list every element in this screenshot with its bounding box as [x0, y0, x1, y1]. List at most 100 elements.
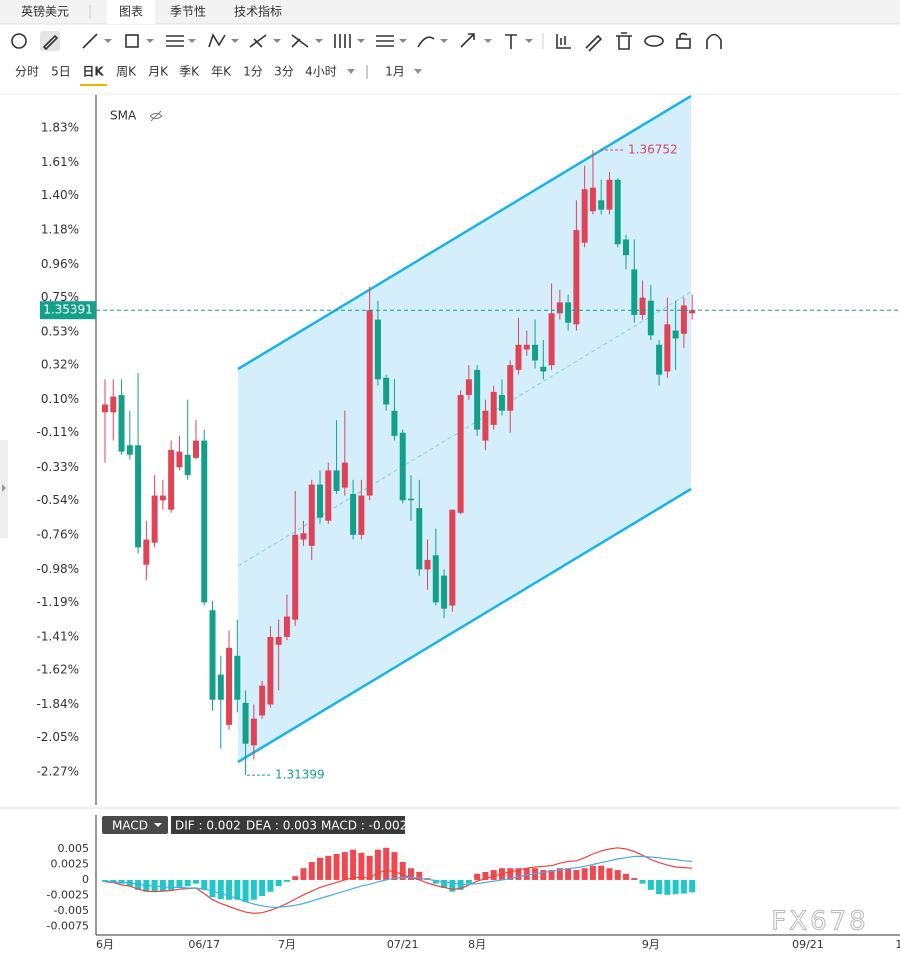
macd-bar — [606, 868, 613, 880]
y-tick-label: 0 — [82, 873, 89, 886]
macd-bar — [159, 879, 166, 892]
last-price-box — [40, 301, 96, 320]
tool-icon[interactable] — [679, 32, 688, 40]
indicator-legend: DIF : 0.002 — [175, 819, 241, 833]
candle-body — [490, 391, 497, 425]
tool-icon[interactable] — [166, 35, 184, 47]
candle-body — [399, 432, 406, 501]
candle-body — [250, 718, 257, 746]
x-tick-label: 7月 — [278, 938, 296, 951]
macd-bar — [399, 862, 406, 880]
macd-bar — [441, 879, 448, 888]
tool-icon[interactable] — [644, 35, 664, 47]
macd-bar — [490, 870, 497, 880]
candle-body — [143, 539, 150, 565]
macd-bar — [548, 870, 555, 880]
timeframe[interactable]: 月K — [148, 65, 169, 79]
timeframe[interactable]: 3分 — [274, 65, 294, 79]
tool-icon[interactable] — [208, 33, 226, 48]
macd-bar — [267, 879, 274, 892]
tool-icon[interactable] — [556, 34, 571, 49]
tool-icon[interactable] — [11, 33, 27, 49]
candle-body — [664, 324, 671, 372]
dropdown-arrow[interactable] — [154, 823, 162, 827]
macd-bar — [366, 855, 373, 880]
dropdown-arrows[interactable] — [104, 39, 533, 43]
x-tick-label: 1 — [895, 938, 900, 951]
tool-icon[interactable] — [249, 34, 267, 48]
macd-bar — [639, 879, 646, 884]
candle-body — [482, 410, 489, 441]
macd-bar — [358, 852, 365, 880]
y-tick-label: -0.0075 — [47, 919, 89, 932]
tool-icon[interactable] — [585, 34, 603, 52]
timeframe[interactable]: 日K — [82, 65, 104, 79]
macd-bar — [201, 879, 208, 890]
candle-body — [623, 239, 630, 256]
timeframe[interactable]: 4小时 — [305, 65, 337, 79]
timeframe[interactable]: 年K — [211, 65, 232, 79]
candle-body — [416, 508, 423, 570]
tool-icon[interactable] — [460, 33, 475, 48]
timeframe[interactable]: 5日 — [51, 65, 71, 79]
annotation-label: 1.31399 — [275, 768, 325, 782]
toolbar[interactable] — [11, 31, 722, 52]
candle-body — [581, 189, 588, 243]
candle-body — [614, 179, 621, 245]
y-tick-label: -0.98% — [37, 562, 79, 576]
tool-icon[interactable] — [417, 36, 435, 48]
y-tick-label: 0.75% — [41, 290, 79, 304]
y-tick-label: -0.0025 — [47, 888, 89, 901]
candle-body — [631, 269, 638, 315]
hide-icon[interactable] — [149, 110, 163, 122]
tab[interactable]: 季节性 — [170, 5, 206, 19]
tab[interactable]: 图表 — [119, 5, 143, 19]
timeframe[interactable]: 季K — [179, 65, 200, 79]
dropdown-arrows[interactable] — [347, 69, 422, 74]
indicator-label: SMA — [110, 109, 137, 123]
macd-bar — [598, 865, 605, 880]
tool-icon[interactable] — [334, 34, 351, 48]
candle-body — [424, 559, 431, 570]
indicator-button-label[interactable]: MACD — [112, 819, 148, 833]
tool-icon[interactable] — [706, 33, 722, 50]
y-tick-label: -1.19% — [37, 595, 79, 609]
timeframe[interactable]: 1分 — [243, 65, 263, 79]
candle-body — [532, 344, 539, 361]
annotation-label: 1.36752 — [628, 142, 678, 156]
candle-body — [391, 410, 398, 436]
candle-body — [589, 187, 596, 212]
candle-body — [441, 575, 448, 609]
timeframe[interactable]: 分时 — [15, 65, 39, 79]
indicator-button[interactable] — [102, 816, 168, 834]
tool-icon[interactable] — [125, 34, 139, 48]
tool-icon[interactable] — [291, 34, 309, 48]
candle-body — [159, 495, 166, 501]
timeframe[interactable]: 周K — [116, 65, 137, 79]
candle-body — [201, 440, 208, 603]
candle-body — [689, 310, 696, 314]
tab[interactable]: 技术指标 — [234, 4, 282, 19]
candle-body — [333, 470, 340, 491]
tool-icon[interactable] — [505, 34, 517, 49]
macd-bar — [209, 879, 216, 898]
tool-icon[interactable] — [82, 33, 98, 49]
indicator-legend-bg — [171, 816, 405, 834]
tool-icon[interactable] — [676, 38, 691, 49]
candle-body — [548, 313, 555, 366]
macd-bar — [465, 879, 472, 884]
tool-icon[interactable] — [616, 32, 632, 50]
tool-icon[interactable] — [42, 34, 59, 51]
candle-body — [135, 445, 142, 548]
toggle-arrow[interactable] — [2, 484, 6, 492]
candle-body — [110, 396, 117, 413]
macd-bar — [540, 870, 547, 880]
range-select[interactable]: 1月 — [385, 65, 405, 79]
macd-bar — [672, 879, 679, 895]
active-underline — [80, 84, 107, 86]
macd-bar — [556, 868, 563, 880]
tool-icon[interactable] — [376, 35, 394, 47]
symbol-tab[interactable]: 英镑美元 — [21, 4, 69, 19]
x-tick-label: 07/21 — [387, 938, 419, 951]
